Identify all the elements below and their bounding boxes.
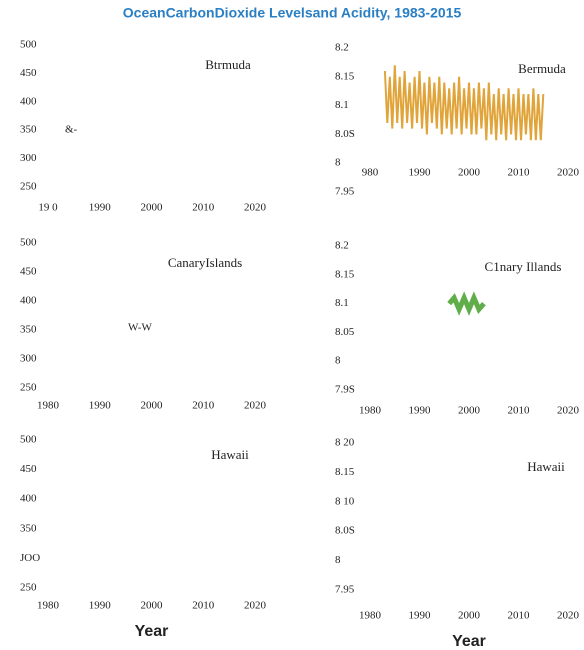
- x-tick-label: 980: [362, 167, 379, 179]
- y-tick-label: 7.9S: [335, 384, 355, 396]
- panel-label: Hawaii: [211, 447, 249, 462]
- y-tick-label: 450: [20, 67, 37, 79]
- y-tick-label: 8: [335, 157, 341, 169]
- x-tick-label: 2000: [141, 600, 164, 612]
- x-tick-label: 2020: [244, 600, 267, 612]
- x-axis-label: Year: [452, 633, 486, 650]
- y-tick-label: 8: [335, 554, 341, 566]
- x-tick-label: 2020: [244, 400, 267, 412]
- y-tick-label: 8 10: [335, 495, 355, 507]
- x-tick-label: 1980: [37, 400, 60, 412]
- x-tick-label: 1990: [89, 600, 112, 612]
- y-tick-label: 8.1: [335, 99, 349, 111]
- y-tick-label: 400: [20, 493, 37, 505]
- y-tick-label: 250: [20, 181, 37, 193]
- x-tick-label: 1990: [89, 202, 112, 214]
- y-tick-label: 450: [20, 266, 37, 278]
- annotation: W-W: [128, 322, 152, 334]
- y-tick-label: 400: [20, 295, 37, 307]
- x-tick-label: 2000: [458, 610, 481, 622]
- x-tick-label: 2020: [557, 167, 580, 179]
- x-tick-label: 2000: [141, 202, 164, 214]
- y-tick-label: 400: [20, 95, 37, 107]
- y-tick-label: 8.15: [335, 70, 355, 82]
- y-tick-label: 7.95: [335, 584, 355, 596]
- panel-label: C1nary Illands: [485, 259, 562, 274]
- x-tick-label: 1980: [359, 405, 382, 417]
- y-tick-label: 8.0S: [335, 525, 355, 537]
- x-tick-label: 2000: [458, 167, 481, 179]
- y-tick-label: 500: [20, 39, 37, 51]
- panel-label: Btrmuda: [205, 57, 251, 72]
- panel-label: Bermuda: [518, 61, 566, 76]
- y-tick-label: 8.15: [335, 268, 355, 280]
- y-tick-label: 8.05: [335, 326, 355, 338]
- y-tick-label: 8.2: [335, 240, 349, 252]
- x-tick-label: 2010: [508, 610, 531, 622]
- y-tick-label: 250: [20, 582, 37, 594]
- x-tick-label: 2000: [458, 405, 481, 417]
- x-tick-label: 2020: [557, 405, 580, 417]
- y-tick-label: 450: [20, 463, 37, 475]
- y-tick-label: 350: [20, 324, 37, 336]
- y-tick-label: 500: [20, 434, 37, 446]
- x-tick-label: 1990: [409, 167, 432, 179]
- x-tick-label: 1990: [409, 405, 432, 417]
- x-tick-label: 1980: [37, 600, 60, 612]
- x-tick-label: 2010: [192, 600, 215, 612]
- y-tick-label: 8.0S: [335, 128, 355, 140]
- x-tick-label: 2010: [508, 405, 531, 417]
- panel-label: Hawaii: [527, 459, 565, 474]
- data-line: [383, 65, 545, 141]
- y-tick-label: 350: [20, 124, 37, 136]
- x-tick-label: 2020: [557, 610, 580, 622]
- y-tick-label: JOO: [20, 552, 40, 564]
- panel-label: CanaryIslands: [168, 255, 242, 270]
- x-tick-label: 2010: [192, 202, 215, 214]
- y-tick-label: 8.15: [335, 466, 355, 478]
- y-tick-label: 350: [20, 522, 37, 534]
- x-tick-label: 19 0: [38, 202, 58, 214]
- y-tick-label: 8.2: [335, 42, 349, 54]
- x-tick-label: 2000: [141, 400, 164, 412]
- y-tick-label: 500: [20, 237, 37, 249]
- data-line: [447, 291, 486, 316]
- x-tick-label: 1980: [359, 610, 382, 622]
- y-tick-label: 7.95: [335, 186, 355, 198]
- y-tick-label: 8: [335, 355, 341, 367]
- x-tick-label: 2010: [508, 167, 531, 179]
- annotation: &-: [65, 124, 78, 136]
- y-tick-label: 250: [20, 382, 37, 394]
- x-tick-label: 1990: [409, 610, 432, 622]
- y-tick-label: 8 20: [335, 437, 355, 449]
- x-axis-label: Year: [135, 623, 169, 640]
- x-tick-label: 1990: [89, 400, 112, 412]
- chart-title: OceanCarbonDioxide Levelsand Acidity, 19…: [123, 5, 462, 21]
- y-tick-label: 300: [20, 353, 37, 365]
- x-tick-label: 2020: [244, 202, 267, 214]
- x-tick-label: 2010: [192, 400, 215, 412]
- y-tick-label: 8.1: [335, 297, 349, 309]
- y-tick-label: 300: [20, 152, 37, 164]
